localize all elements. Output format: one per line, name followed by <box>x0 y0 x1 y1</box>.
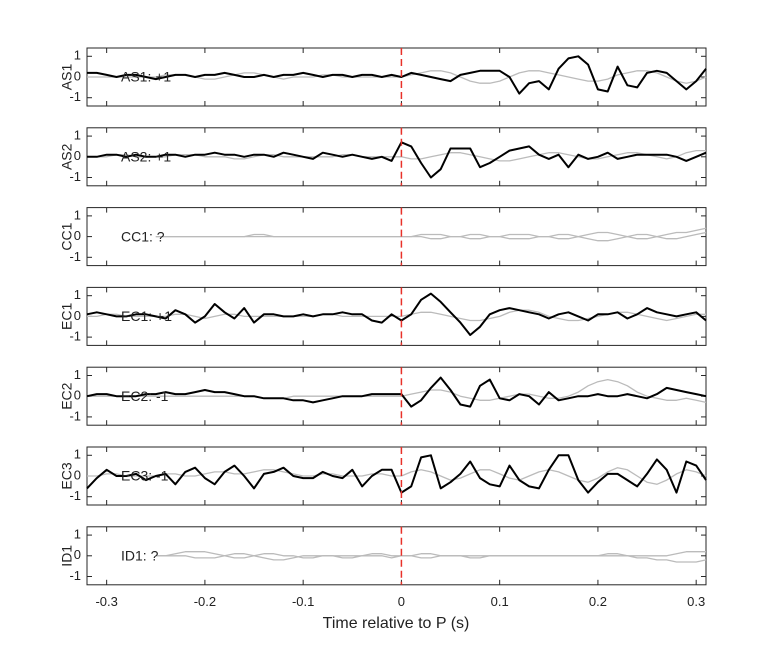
trace-line <box>86 292 707 336</box>
y-tick-label: 1 <box>74 128 81 143</box>
y-tick-label: 0 <box>74 308 81 323</box>
y-tick-label: -1 <box>69 169 81 184</box>
trace-line <box>87 467 707 485</box>
y-tick-label: -1 <box>69 89 81 104</box>
y-axis-label: ID1 <box>59 545 75 567</box>
x-axis-label: Time relative to P (s) <box>323 615 470 632</box>
trace-line <box>87 141 707 179</box>
y-axis-label: EC2 <box>59 382 75 409</box>
trace-line <box>87 378 707 404</box>
y-tick-label: 1 <box>74 287 81 302</box>
y-tick-label: 1 <box>74 447 81 462</box>
x-tick-label: 0 <box>398 594 405 609</box>
y-tick-label: -1 <box>69 249 81 264</box>
x-tick-label: -0.2 <box>194 594 216 609</box>
x-tick-label: -0.3 <box>95 594 117 609</box>
polarity-annotation: EC1: +1 <box>121 308 172 324</box>
y-tick-label: -1 <box>69 488 81 503</box>
y-tick-label: -1 <box>69 568 81 583</box>
y-tick-label: 0 <box>74 148 81 163</box>
trace-line <box>87 55 707 95</box>
y-tick-label: -1 <box>69 408 81 423</box>
trace-line <box>155 551 706 559</box>
trace-line <box>155 227 707 240</box>
y-tick-label: 1 <box>74 207 81 222</box>
y-axis-label: AS1 <box>59 64 75 91</box>
polarity-annotation: AS1: +1 <box>121 69 171 85</box>
y-tick-label: 0 <box>74 547 81 562</box>
y-axis-label: CC1 <box>59 222 75 250</box>
y-tick-label: -1 <box>69 329 81 344</box>
x-tick-label: 0.3 <box>687 594 705 609</box>
y-tick-label: 0 <box>74 467 81 482</box>
y-tick-label: 1 <box>74 48 81 63</box>
polarity-annotation: ID1: ? <box>121 548 159 564</box>
y-axis-label: AS2 <box>59 143 75 170</box>
trace-line <box>87 149 706 162</box>
y-tick-label: 0 <box>74 68 81 83</box>
polarity-annotation: AS2: +1 <box>121 149 171 165</box>
y-tick-label: 0 <box>74 388 81 403</box>
trace-line <box>86 376 707 408</box>
polarity-annotation: EC3: -1 <box>121 468 169 484</box>
y-tick-label: 1 <box>74 527 81 542</box>
x-tick-label: 0.2 <box>589 594 607 609</box>
polarity-annotation: EC2: -1 <box>121 388 169 404</box>
trace-line <box>86 454 707 494</box>
y-axis-label: EC1 <box>59 303 75 330</box>
trace-line <box>155 553 707 563</box>
y-tick-label: 0 <box>74 228 81 243</box>
x-tick-label: 0.1 <box>491 594 509 609</box>
polarity-annotation: CC1: ? <box>121 228 165 244</box>
y-tick-label: 1 <box>74 367 81 382</box>
trace-line <box>155 231 707 242</box>
x-tick-label: -0.1 <box>292 594 314 609</box>
y-axis-label: EC3 <box>59 462 75 489</box>
